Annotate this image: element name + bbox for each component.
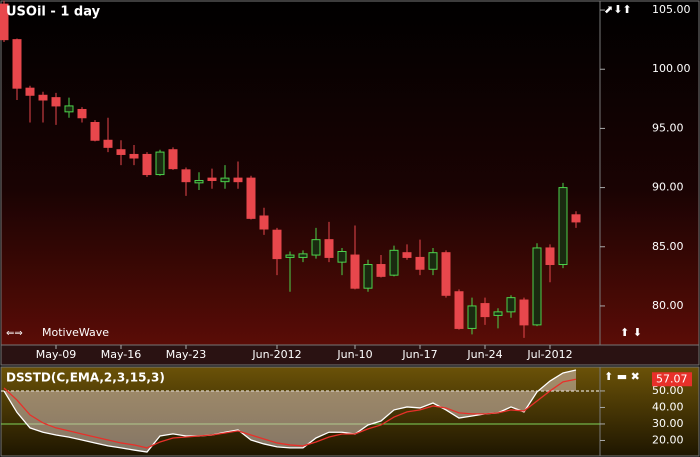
candle-body <box>363 264 373 289</box>
candle-body <box>311 239 321 256</box>
x-tick-label: Jul-2012 <box>526 348 572 361</box>
candle-body <box>506 297 516 313</box>
candle-body <box>181 169 191 183</box>
candle-body <box>77 108 87 119</box>
line <box>3 369 577 453</box>
candle-body <box>129 153 139 159</box>
candle-body <box>428 252 438 270</box>
candle-body <box>480 303 490 318</box>
price-panel <box>0 0 700 346</box>
scroll-icons[interactable]: ⬆ ⬇ <box>620 326 642 339</box>
candle-body <box>220 177 230 183</box>
y-tick-label: 80.00 <box>652 299 684 312</box>
candle-body <box>389 249 399 276</box>
candle-body <box>246 177 256 219</box>
candle-body <box>493 311 503 316</box>
candle-body <box>142 153 152 176</box>
candle-body <box>116 149 126 155</box>
y-tick-label: 100.00 <box>652 62 691 75</box>
candle-body <box>402 252 412 258</box>
candle-body <box>38 94 48 101</box>
y-tick-label: 50.00 <box>652 384 684 397</box>
candle-body <box>454 291 464 329</box>
x-tick-label: Jun-17 <box>401 348 437 361</box>
candle-body <box>259 215 269 230</box>
area <box>4 369 576 453</box>
candle-body <box>298 253 308 258</box>
candle-body <box>25 87 35 96</box>
candle-body <box>545 247 555 266</box>
line <box>3 378 577 449</box>
candle-body <box>194 179 204 184</box>
candle-body <box>0 3 9 41</box>
candle-body <box>532 247 542 326</box>
candle-body <box>571 214 581 223</box>
candle-body <box>441 252 451 296</box>
candle-body <box>285 254 295 258</box>
x-tick-label: Jun-24 <box>466 348 502 361</box>
candle-body <box>90 121 100 141</box>
x-tick-label: Jun-2012 <box>251 348 301 361</box>
value-label: 57.07 <box>656 372 688 385</box>
candle-body <box>272 229 282 260</box>
candle-body <box>155 151 165 176</box>
candle-body <box>233 177 243 183</box>
x-tick-label: May-23 <box>166 348 207 361</box>
value-badge <box>652 372 692 387</box>
candle-body <box>168 149 178 170</box>
x-tick-label: May-16 <box>101 348 142 361</box>
plot: 80.00 85.00 90.00 95.00 100.00 105.00 May-09 Ma… <box>0 0 692 453</box>
candle-body <box>350 254 360 289</box>
candle-body <box>64 105 74 113</box>
chart-title: USOil - 1 day <box>6 5 101 20</box>
candle-body <box>415 256 425 270</box>
candle-body <box>376 264 386 277</box>
y-tick-label: 95.00 <box>652 121 684 134</box>
watermark: MotiveWave <box>42 326 109 339</box>
panel-icons[interactable]: ⬆ ▬ ✖ <box>604 370 640 383</box>
candle-body <box>324 239 334 258</box>
indicator-title: DSSTD(C,EMA,2,3,15,3) <box>6 371 165 385</box>
y-tick-label: 90.00 <box>652 181 684 194</box>
y-tick-label: 20.00 <box>652 433 684 446</box>
nav-icons[interactable]: ⬈⬇⬆ <box>604 3 632 16</box>
y-tick-label: 105.00 <box>652 3 691 16</box>
candle-body <box>207 177 217 181</box>
y-tick-label: 85.00 <box>652 240 684 253</box>
arrows-icon[interactable]: ⇐⇒ <box>6 328 23 339</box>
candle-body <box>467 305 477 329</box>
date-axis <box>0 344 700 366</box>
x-tick-label: May-09 <box>36 348 77 361</box>
candle-body <box>12 39 22 89</box>
candle-body <box>519 299 529 326</box>
x-tick-label: Jun-10 <box>336 348 372 361</box>
y-tick-label: 30.00 <box>652 417 684 430</box>
candle-body <box>337 251 347 263</box>
candle-body <box>103 139 113 148</box>
y-tick-label: 40.00 <box>652 400 684 413</box>
candle-body <box>51 97 61 107</box>
candle-body <box>558 187 568 266</box>
